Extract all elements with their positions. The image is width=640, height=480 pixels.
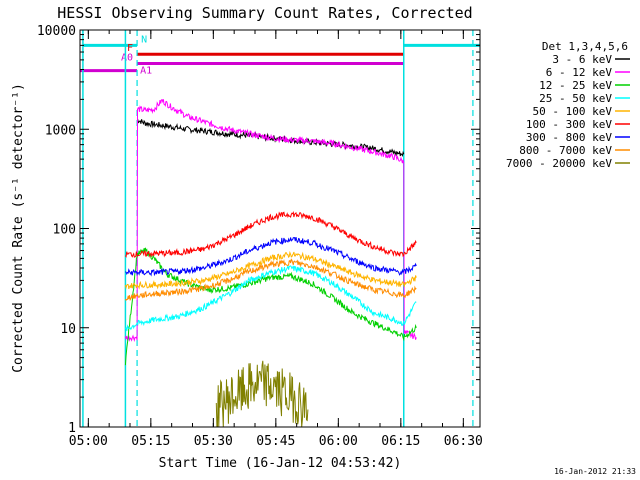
series-line [124, 247, 417, 366]
legend-label: 7000 - 20000 keV [506, 157, 612, 170]
x-tick-label: 05:30 [194, 434, 233, 449]
legend-label: 100 - 300 keV [526, 118, 612, 131]
chart-title: HESSI Observing Summary Count Rates, Cor… [57, 4, 472, 22]
legend-label: 50 - 100 keV [533, 105, 613, 118]
legend-title: Det 1,3,4,5,6 [542, 40, 628, 53]
series-line [125, 236, 417, 277]
series-line [124, 210, 417, 258]
x-axis: 05:00 05:15 05:30 05:45 06:00 06:15 06:30 [69, 30, 483, 449]
plot-frame [79, 29, 481, 428]
x-tick-label: 06:00 [319, 434, 358, 449]
footer-timestamp: 16-Jan-2012 21:33 [554, 467, 636, 476]
series-line [215, 360, 309, 428]
flag-label: F [127, 43, 133, 54]
series-line [124, 258, 417, 302]
legend-label: 6 - 12 keV [546, 66, 613, 79]
y-axis: 1 10 100 1000 10000 [37, 24, 480, 436]
x-tick-label: 05:15 [131, 434, 170, 449]
y-tick-label: 1000 [45, 123, 76, 138]
y-tick-label: 100 [53, 223, 76, 238]
x-tick-label: 05:00 [69, 434, 108, 449]
night-markers [82, 30, 474, 427]
x-tick-label: 06:30 [444, 434, 483, 449]
y-axis-label: Corrected Count Rate (s⁻¹ detector⁻¹) [11, 83, 26, 373]
x-tick-label: 05:45 [256, 434, 295, 449]
series-line [124, 250, 417, 290]
flag-label: A0 [121, 52, 133, 63]
flag-label: N [141, 34, 147, 45]
x-tick-label: 06:15 [381, 434, 420, 449]
x-axis-label: Start Time (16-Jan-12 04:53:42) [159, 456, 402, 471]
y-tick-label: 10000 [37, 24, 76, 39]
legend-label: 25 - 50 keV [539, 92, 612, 105]
legend-label: 800 - 7000 keV [519, 144, 612, 157]
y-tick-label: 1 [68, 421, 76, 436]
series-line [125, 264, 417, 332]
plot-area [124, 99, 417, 428]
series-line [124, 99, 417, 342]
legend-label: 300 - 800 keV [526, 131, 612, 144]
flag-label: A1 [140, 66, 152, 77]
legend-label: 3 - 6 keV [552, 53, 612, 66]
legend-label: 12 - 25 keV [539, 79, 612, 92]
y-tick-label: 10 [60, 322, 76, 337]
